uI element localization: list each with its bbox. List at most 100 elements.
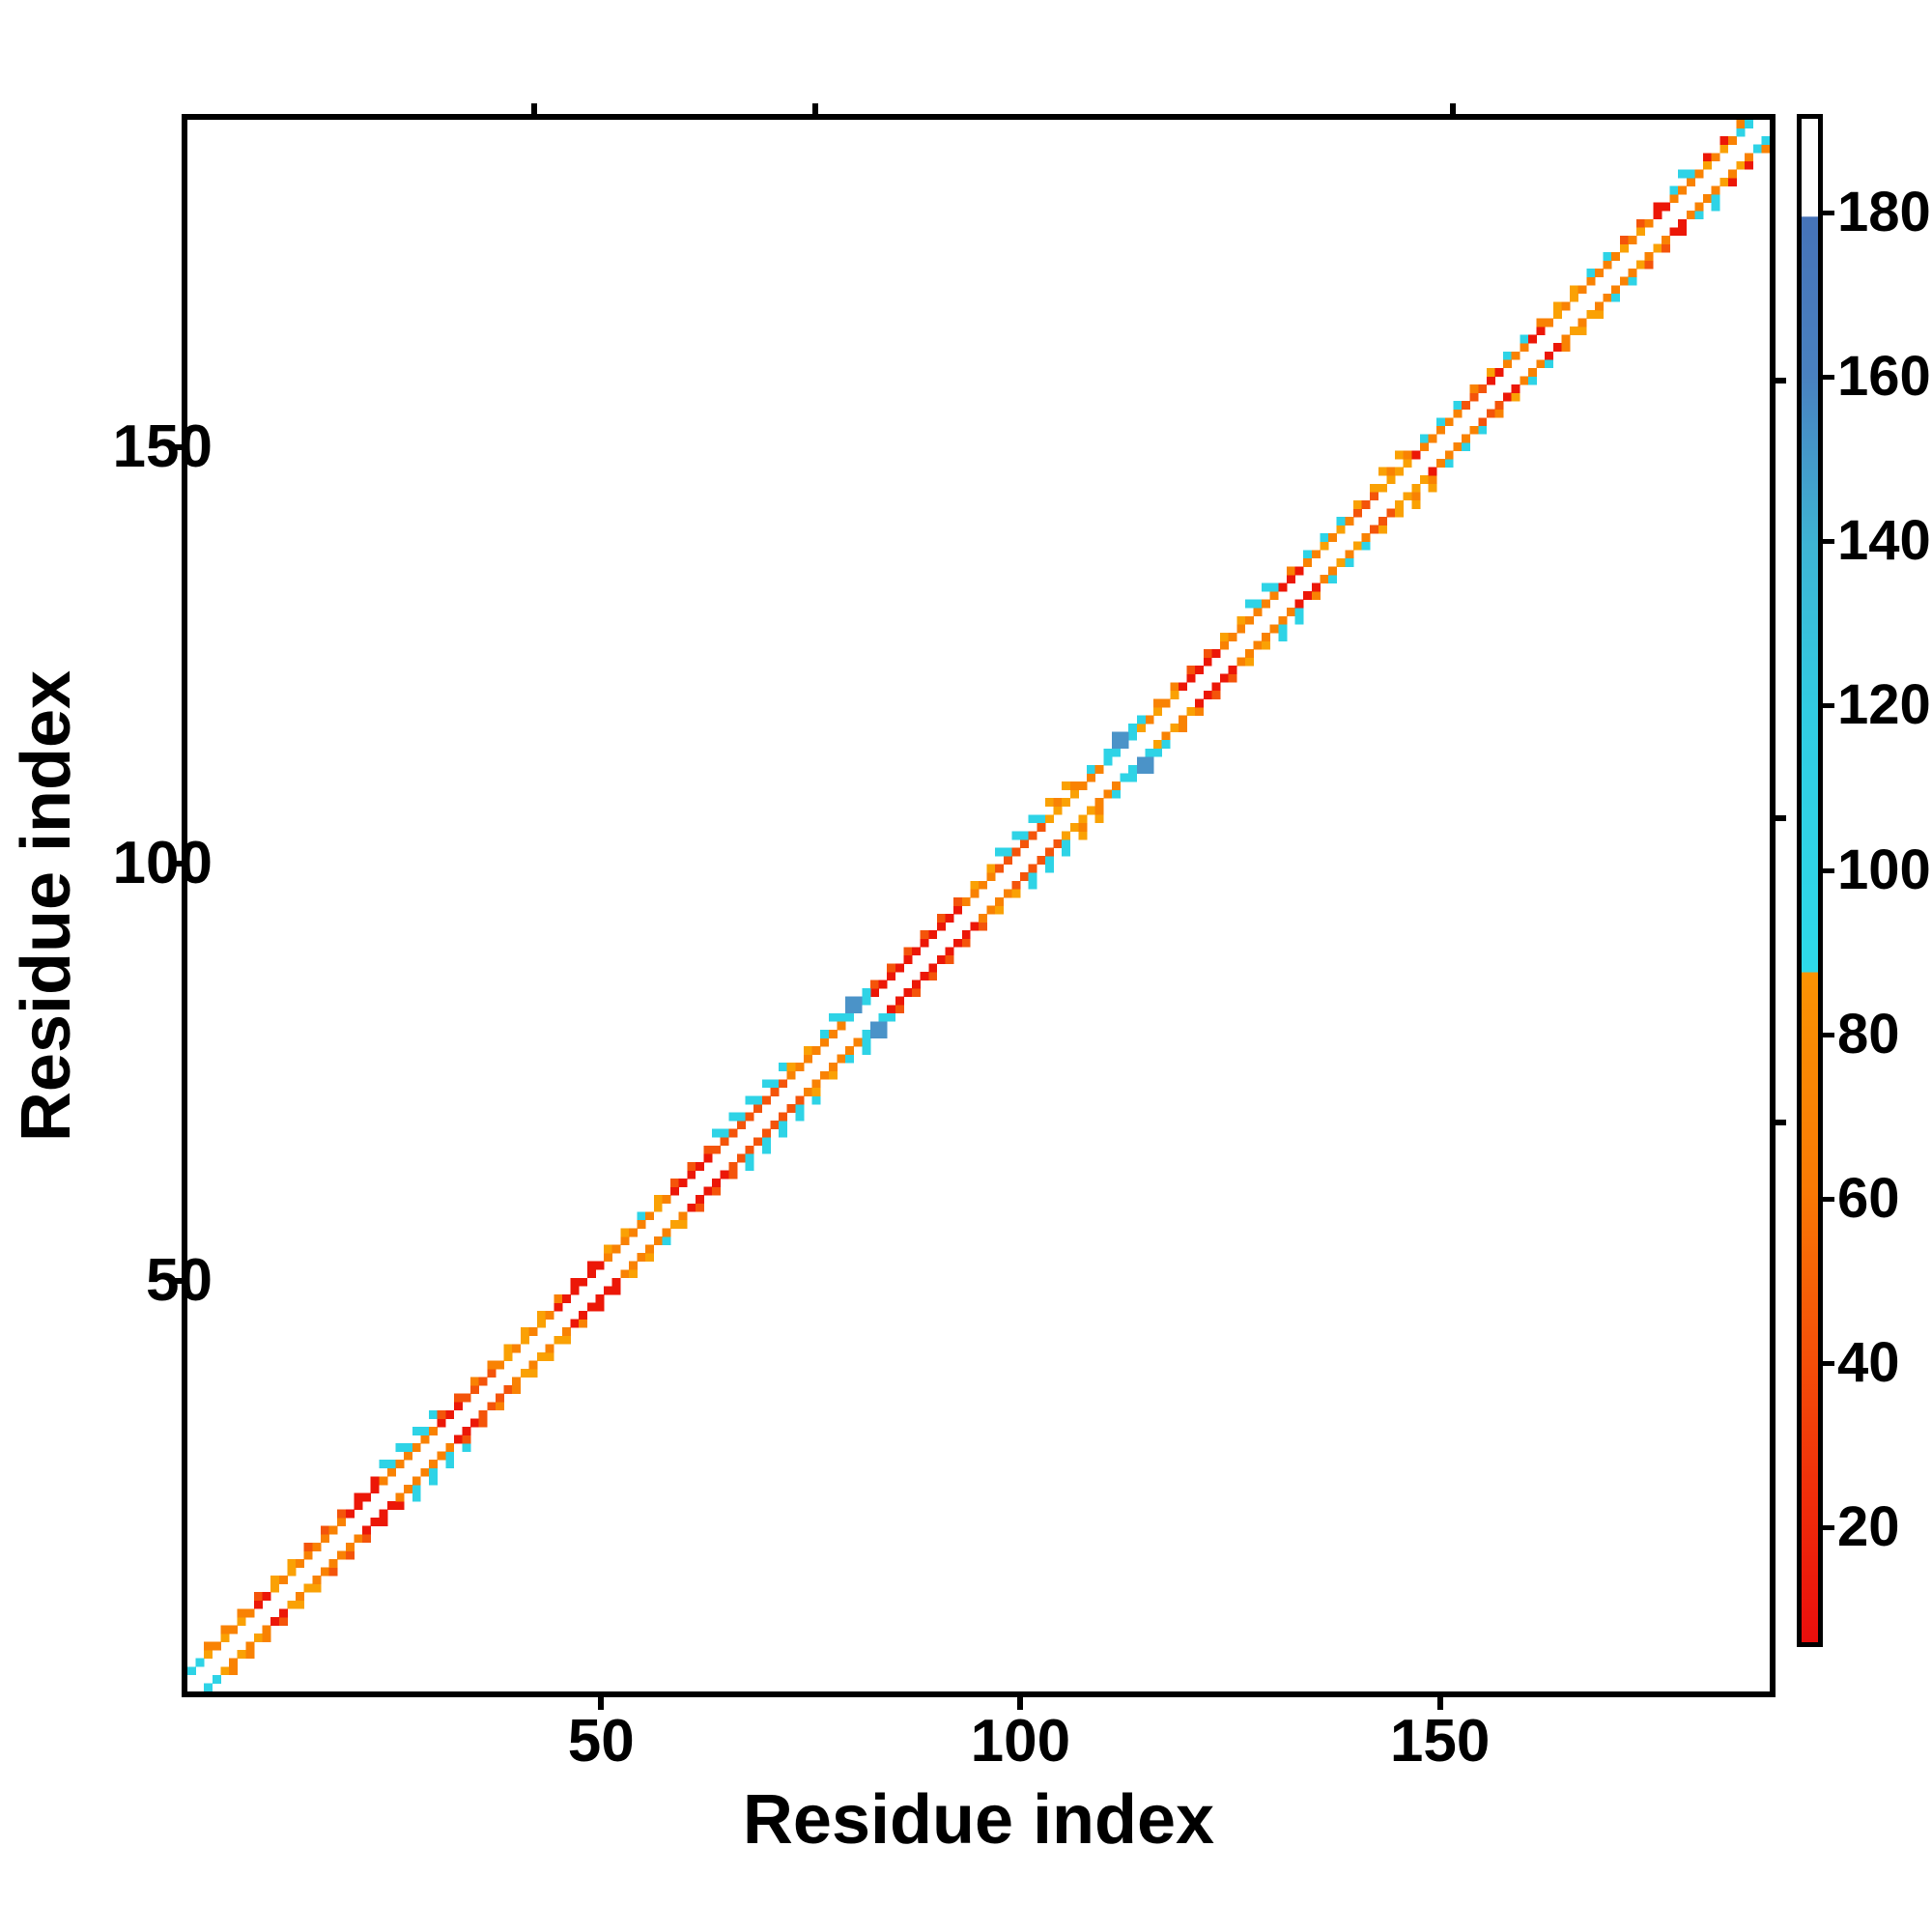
contact-cell bbox=[404, 1484, 413, 1493]
contact-cell bbox=[887, 1005, 896, 1014]
contact-cell bbox=[736, 1153, 746, 1163]
contact-cell bbox=[1527, 334, 1537, 344]
contact-cell bbox=[1328, 566, 1338, 576]
contact-cell bbox=[1145, 756, 1154, 766]
y-tick bbox=[169, 444, 182, 451]
contact-cell bbox=[462, 1426, 471, 1435]
contact-cell bbox=[412, 1426, 421, 1435]
contact-cell bbox=[1419, 441, 1429, 451]
contact-cell bbox=[1428, 467, 1437, 476]
contact-cell bbox=[1552, 309, 1562, 319]
contact-cell bbox=[1069, 789, 1079, 799]
contact-cell bbox=[1094, 806, 1104, 815]
contact-cell bbox=[1044, 856, 1054, 866]
contact-cell bbox=[187, 1666, 196, 1676]
contact-cell bbox=[1303, 557, 1313, 567]
contact-cell bbox=[1711, 202, 1720, 212]
contact-cell bbox=[878, 1021, 888, 1031]
contact-cell bbox=[1745, 153, 1754, 162]
contact-cell bbox=[1020, 838, 1030, 848]
contact-cell bbox=[1161, 731, 1171, 741]
contact-cell bbox=[1053, 806, 1063, 815]
contact-cell bbox=[1661, 235, 1670, 244]
contact-cell bbox=[1269, 591, 1279, 601]
contact-cell bbox=[811, 1087, 821, 1096]
contact-cell bbox=[786, 1063, 796, 1072]
contact-cell bbox=[1678, 227, 1688, 237]
contact-cell bbox=[1577, 327, 1587, 335]
contact-cell bbox=[853, 1005, 863, 1014]
contact-cell bbox=[745, 1112, 754, 1122]
contact-cell bbox=[745, 1161, 754, 1171]
contact-cell bbox=[1062, 847, 1071, 857]
contact-cell bbox=[253, 1592, 263, 1602]
contact-cell bbox=[253, 1600, 263, 1609]
contact-cell bbox=[1386, 467, 1396, 476]
contact-cell bbox=[1411, 450, 1421, 460]
contact-cell bbox=[761, 1128, 771, 1138]
contact-cell bbox=[554, 1302, 563, 1312]
contact-cell bbox=[278, 1576, 288, 1585]
contact-cell bbox=[1478, 384, 1488, 393]
contact-cell bbox=[453, 1402, 463, 1411]
contact-cell bbox=[1078, 822, 1088, 832]
contact-cell bbox=[895, 963, 904, 973]
contact-cell bbox=[662, 1236, 671, 1245]
contact-cell bbox=[1328, 574, 1338, 583]
plot-area bbox=[182, 114, 1776, 1697]
contact-cell bbox=[287, 1558, 297, 1568]
top-tick bbox=[1449, 103, 1456, 114]
contact-cell bbox=[936, 954, 946, 964]
contact-cell bbox=[520, 1327, 529, 1337]
contact-cell bbox=[845, 1005, 855, 1014]
contact-cell bbox=[537, 1319, 547, 1328]
colorbar-tick bbox=[1823, 867, 1834, 873]
contact-cell bbox=[1128, 724, 1138, 733]
contact-cell bbox=[1178, 715, 1187, 724]
contact-cell bbox=[1586, 309, 1596, 319]
contact-cell bbox=[1719, 177, 1729, 186]
contact-cell bbox=[1087, 773, 1096, 782]
contact-cell bbox=[687, 1161, 696, 1171]
contact-cell bbox=[379, 1518, 388, 1527]
right-tick bbox=[1776, 378, 1786, 384]
contact-cell bbox=[1153, 748, 1163, 757]
contact-cell bbox=[720, 1170, 729, 1179]
contact-cell bbox=[1403, 450, 1412, 460]
right-tick bbox=[1776, 1119, 1786, 1125]
contact-cell bbox=[1469, 384, 1479, 393]
contact-cell bbox=[412, 1443, 421, 1453]
contact-cell bbox=[320, 1567, 329, 1577]
contact-cell bbox=[270, 1576, 280, 1585]
contact-cell bbox=[1320, 533, 1329, 543]
contact-cell bbox=[1028, 864, 1037, 873]
contact-cell bbox=[670, 1179, 679, 1187]
contact-cell bbox=[303, 1583, 313, 1593]
contact-cell bbox=[936, 922, 946, 931]
contact-cell bbox=[945, 914, 954, 923]
contact-cell bbox=[1361, 533, 1371, 543]
contact-cell bbox=[1044, 864, 1054, 873]
contact-cell bbox=[1003, 889, 1012, 898]
contact-cell bbox=[570, 1319, 580, 1328]
x-tick bbox=[1017, 1697, 1024, 1710]
contact-cell bbox=[1703, 160, 1712, 170]
contact-cell bbox=[820, 1037, 830, 1047]
contact-cell bbox=[1444, 459, 1454, 468]
contact-cell bbox=[820, 1070, 830, 1080]
contact-cell bbox=[462, 1435, 471, 1444]
contact-cell bbox=[1253, 599, 1263, 609]
contact-cell bbox=[495, 1402, 504, 1411]
contact-cell bbox=[1462, 401, 1470, 411]
contact-cell bbox=[1378, 467, 1387, 476]
contact-cell bbox=[1278, 632, 1288, 641]
contact-cell bbox=[653, 1203, 663, 1212]
contact-cell bbox=[229, 1666, 239, 1676]
contact-cell bbox=[561, 1327, 571, 1337]
colorbar-tick bbox=[1823, 1524, 1834, 1530]
contact-cell bbox=[1203, 649, 1212, 658]
contact-cell bbox=[1719, 144, 1729, 154]
contact-cell bbox=[662, 1195, 671, 1205]
contact-cell bbox=[1303, 550, 1313, 559]
contact-cell bbox=[862, 1029, 871, 1038]
